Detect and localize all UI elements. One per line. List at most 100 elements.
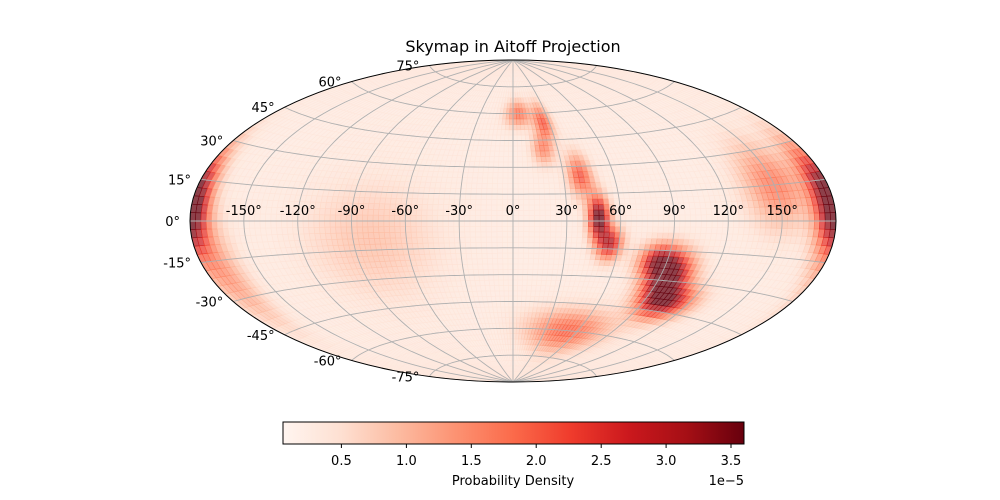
density-cell bbox=[624, 232, 632, 239]
density-cell bbox=[502, 258, 509, 265]
density-cell bbox=[427, 198, 434, 205]
density-cell bbox=[502, 193, 509, 200]
density-cell bbox=[553, 253, 561, 260]
density-cell bbox=[504, 306, 510, 313]
density-cell bbox=[630, 231, 637, 239]
density-cell bbox=[522, 274, 528, 281]
density-cell bbox=[538, 188, 545, 195]
density-cell bbox=[496, 226, 503, 232]
density-cell bbox=[581, 198, 589, 205]
density-cell bbox=[598, 215, 605, 222]
density-cell bbox=[577, 220, 584, 227]
density-cell bbox=[211, 212, 218, 222]
density-cell bbox=[471, 182, 478, 189]
density-cell bbox=[502, 242, 509, 249]
density-cell bbox=[319, 208, 326, 216]
density-cell bbox=[507, 285, 514, 292]
density-cell bbox=[743, 220, 751, 229]
density-cell bbox=[582, 215, 589, 222]
density-cell bbox=[373, 203, 380, 210]
density-cell bbox=[516, 295, 523, 302]
density-cell bbox=[502, 177, 509, 184]
density-cell bbox=[410, 231, 418, 239]
density-cell bbox=[508, 311, 514, 318]
density-cell bbox=[829, 220, 836, 230]
density-cell bbox=[340, 220, 347, 228]
density-cell bbox=[592, 204, 600, 211]
density-cell bbox=[517, 285, 523, 292]
density-cell bbox=[472, 269, 480, 276]
density-cell bbox=[537, 269, 544, 276]
density-cell bbox=[480, 204, 487, 211]
density-cell bbox=[496, 204, 503, 211]
density-cell bbox=[474, 215, 482, 222]
density-cell bbox=[318, 214, 326, 222]
density-cell bbox=[522, 258, 529, 265]
density-cell bbox=[500, 306, 506, 313]
density-cell bbox=[205, 212, 213, 222]
density-cell bbox=[470, 188, 477, 195]
density-cell bbox=[517, 183, 524, 190]
density-cell bbox=[497, 268, 504, 276]
density-cell bbox=[475, 204, 482, 211]
density-cell bbox=[469, 220, 476, 227]
density-cell bbox=[549, 236, 557, 243]
density-cell bbox=[481, 183, 488, 189]
density-cell bbox=[417, 192, 424, 200]
density-cell bbox=[200, 212, 207, 222]
density-cell bbox=[211, 220, 218, 230]
density-cell bbox=[313, 220, 320, 228]
density-cell bbox=[512, 311, 518, 318]
density-cell bbox=[383, 215, 390, 222]
density-cell bbox=[416, 231, 423, 239]
density-cell bbox=[586, 242, 593, 249]
density-cell bbox=[534, 209, 541, 216]
density-cell bbox=[534, 226, 541, 233]
density-cell bbox=[465, 247, 472, 254]
density-cell bbox=[608, 237, 615, 244]
density-cell bbox=[480, 209, 487, 216]
density-cell bbox=[422, 242, 430, 250]
density-cell bbox=[544, 204, 551, 211]
density-cell bbox=[291, 220, 299, 228]
density-cell bbox=[565, 193, 572, 200]
density-cell bbox=[507, 242, 514, 249]
density-cell bbox=[512, 274, 519, 281]
density-cell bbox=[477, 172, 484, 179]
density-cell bbox=[254, 220, 261, 229]
density-cell bbox=[700, 220, 708, 228]
density-cell bbox=[512, 188, 519, 195]
density-cell bbox=[433, 193, 440, 200]
density-cell bbox=[485, 226, 492, 233]
density-cell bbox=[442, 226, 449, 233]
density-cell bbox=[357, 232, 364, 240]
density-cell bbox=[522, 161, 528, 168]
density-cell bbox=[492, 268, 499, 276]
density-cell bbox=[297, 220, 304, 228]
density-cell bbox=[495, 295, 501, 302]
density-cell bbox=[534, 215, 541, 222]
density-cell bbox=[532, 177, 540, 184]
density-cell bbox=[652, 214, 659, 222]
density-cell bbox=[329, 220, 336, 228]
density-cell bbox=[824, 212, 831, 222]
density-cell bbox=[528, 247, 535, 254]
density-cell bbox=[550, 220, 557, 227]
density-cell bbox=[604, 220, 611, 227]
density-cell bbox=[523, 193, 530, 200]
density-cell bbox=[270, 213, 277, 222]
density-cell bbox=[517, 242, 524, 249]
density-cell bbox=[454, 193, 461, 200]
density-cell bbox=[512, 177, 519, 184]
density-cell bbox=[259, 220, 266, 229]
density-cell bbox=[754, 220, 761, 229]
density-cell bbox=[503, 285, 509, 292]
density-cell bbox=[481, 247, 488, 254]
density-cell bbox=[470, 242, 477, 249]
density-cell bbox=[690, 214, 697, 222]
density-cell bbox=[690, 220, 697, 228]
density-cell bbox=[422, 192, 430, 200]
density-cell bbox=[523, 215, 530, 222]
density-cell bbox=[492, 172, 499, 179]
density-cell bbox=[487, 172, 494, 179]
